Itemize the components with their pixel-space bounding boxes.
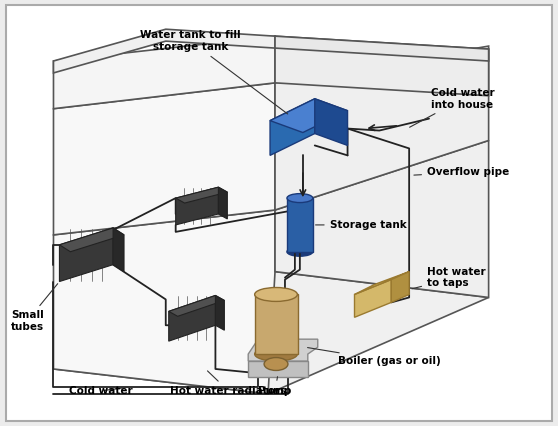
FancyBboxPatch shape xyxy=(6,6,552,420)
Polygon shape xyxy=(275,46,489,210)
Text: Hot water
to taps: Hot water to taps xyxy=(412,267,485,289)
Polygon shape xyxy=(169,296,224,317)
Polygon shape xyxy=(248,339,318,361)
Polygon shape xyxy=(275,36,489,96)
Ellipse shape xyxy=(287,247,313,256)
Text: Overflow pipe: Overflow pipe xyxy=(414,167,509,177)
Polygon shape xyxy=(60,228,124,252)
Polygon shape xyxy=(54,36,275,109)
Text: Small
tubes: Small tubes xyxy=(11,284,57,332)
Text: Cold water: Cold water xyxy=(69,386,133,396)
Text: Boiler (gas or oil): Boiler (gas or oil) xyxy=(307,348,440,366)
Polygon shape xyxy=(113,228,124,272)
Text: Pump: Pump xyxy=(258,377,292,396)
Text: Hot water radiators: Hot water radiators xyxy=(170,371,286,396)
Polygon shape xyxy=(255,294,298,354)
Polygon shape xyxy=(215,296,224,330)
Polygon shape xyxy=(275,141,489,297)
Polygon shape xyxy=(218,187,227,219)
Text: Water tank to fill
storage tank: Water tank to fill storage tank xyxy=(140,30,288,114)
Ellipse shape xyxy=(254,347,297,361)
Polygon shape xyxy=(54,210,275,394)
Polygon shape xyxy=(60,228,113,282)
Ellipse shape xyxy=(254,288,297,302)
Polygon shape xyxy=(176,187,218,225)
Polygon shape xyxy=(354,279,391,317)
Ellipse shape xyxy=(264,357,288,371)
Polygon shape xyxy=(248,361,308,377)
Polygon shape xyxy=(169,296,215,341)
Polygon shape xyxy=(270,99,315,155)
Polygon shape xyxy=(54,83,275,235)
Polygon shape xyxy=(275,36,489,61)
Polygon shape xyxy=(391,272,409,302)
Ellipse shape xyxy=(287,194,313,203)
Polygon shape xyxy=(354,272,409,294)
Polygon shape xyxy=(54,272,489,394)
Polygon shape xyxy=(176,187,227,203)
Polygon shape xyxy=(54,29,275,73)
Polygon shape xyxy=(287,198,313,252)
Text: Cold water
into house: Cold water into house xyxy=(410,88,494,127)
Polygon shape xyxy=(270,99,348,132)
Text: Storage tank: Storage tank xyxy=(316,220,406,230)
Polygon shape xyxy=(315,99,348,145)
